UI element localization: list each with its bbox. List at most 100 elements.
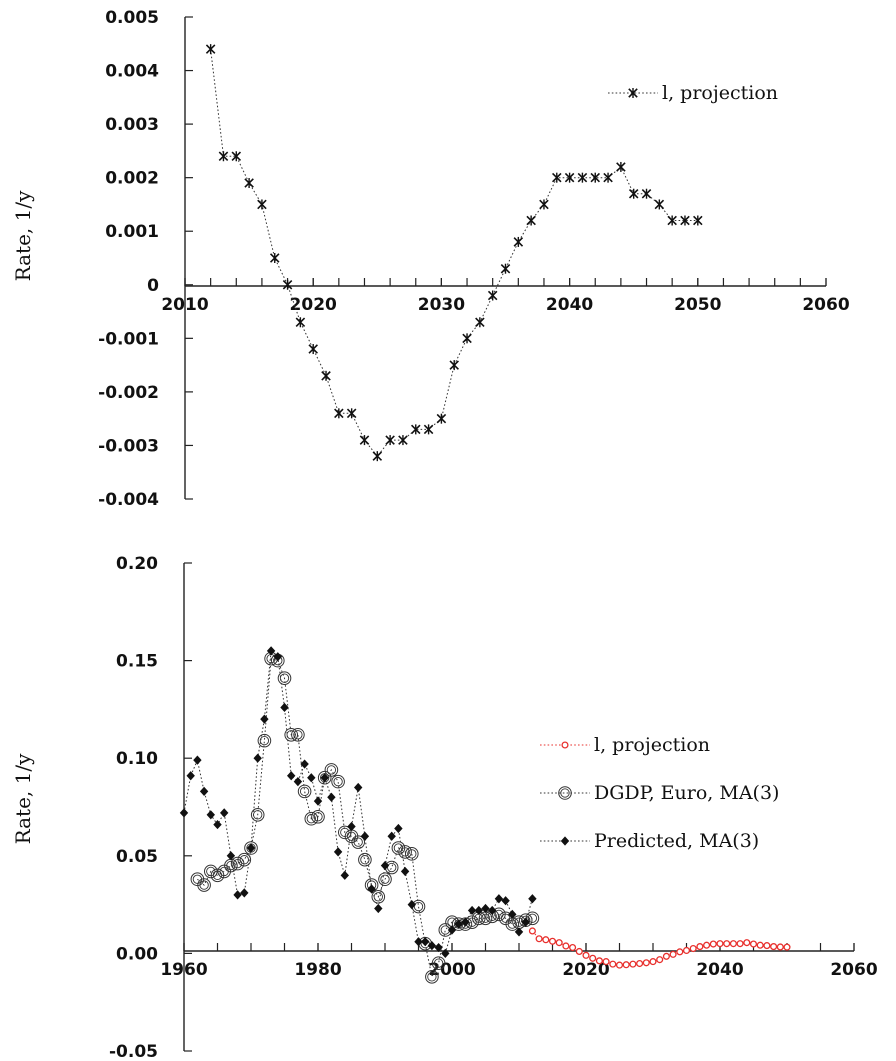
data-point bbox=[269, 253, 280, 263]
data-point bbox=[615, 961, 624, 969]
data-point bbox=[603, 172, 613, 183]
data-point bbox=[333, 847, 343, 857]
data-point bbox=[508, 909, 517, 919]
data-point bbox=[467, 905, 477, 916]
y-tick-label: 0.15 bbox=[116, 652, 158, 672]
data-point bbox=[654, 199, 665, 210]
data-point bbox=[682, 946, 691, 955]
data-point bbox=[680, 215, 690, 226]
data-point bbox=[689, 944, 697, 953]
data-point bbox=[723, 940, 731, 948]
data-point bbox=[514, 927, 524, 937]
data-point bbox=[280, 702, 289, 713]
series-line bbox=[210, 49, 698, 458]
data-point bbox=[548, 937, 557, 945]
data-point bbox=[454, 919, 463, 929]
data-point bbox=[729, 940, 737, 948]
data-point bbox=[237, 852, 252, 867]
data-point bbox=[501, 896, 510, 906]
data-point bbox=[667, 215, 677, 226]
data-point bbox=[206, 810, 215, 820]
data-point bbox=[488, 905, 497, 916]
y-tick-label: 0 bbox=[147, 276, 159, 296]
y-tick-label: -0.05 bbox=[109, 1042, 158, 1061]
data-point bbox=[434, 942, 443, 953]
data-point bbox=[246, 843, 256, 853]
data-point bbox=[564, 172, 575, 183]
data-point bbox=[441, 948, 450, 958]
data-point bbox=[528, 927, 536, 935]
y-tick-label: 0.002 bbox=[105, 169, 159, 189]
data-point bbox=[577, 172, 588, 183]
data-point bbox=[308, 344, 318, 355]
y-tick-label: 0.005 bbox=[105, 8, 159, 28]
x-tick-label: 2050 bbox=[674, 295, 721, 315]
legend-label: Predicted, MA(3) bbox=[594, 830, 759, 852]
data-point bbox=[295, 317, 306, 328]
data-point bbox=[636, 960, 644, 968]
data-point bbox=[481, 903, 490, 914]
data-point bbox=[676, 948, 684, 956]
data-point bbox=[179, 808, 189, 818]
y-tick-label: -0.001 bbox=[98, 329, 159, 349]
data-point bbox=[385, 435, 395, 446]
x-tick-label: 2000 bbox=[428, 960, 475, 980]
series-1 bbox=[190, 651, 540, 984]
data-point bbox=[240, 888, 249, 898]
data-point bbox=[260, 714, 269, 724]
x-tick-label: 2060 bbox=[802, 295, 849, 315]
data-point bbox=[398, 435, 408, 446]
data-point bbox=[763, 942, 771, 950]
data-point bbox=[414, 937, 423, 947]
data-point bbox=[374, 903, 383, 914]
data-point bbox=[656, 956, 664, 964]
data-point bbox=[400, 866, 410, 877]
data-point bbox=[622, 961, 630, 969]
data-point bbox=[273, 652, 282, 662]
x-tick-label: 2040 bbox=[696, 960, 743, 980]
data-point bbox=[569, 943, 577, 952]
data-point bbox=[193, 755, 202, 765]
data-point bbox=[770, 943, 778, 951]
data-point bbox=[425, 970, 439, 984]
data-point bbox=[311, 809, 325, 824]
data-point bbox=[431, 956, 446, 970]
legend: l, projection bbox=[608, 82, 778, 104]
data-point bbox=[562, 942, 570, 950]
legend-marker bbox=[628, 88, 638, 98]
data-point bbox=[475, 317, 485, 328]
data-point bbox=[226, 851, 236, 861]
data-point bbox=[334, 408, 344, 419]
data-point bbox=[367, 884, 376, 894]
y-axis-title: Rate, 1/y bbox=[11, 753, 35, 844]
data-point bbox=[736, 940, 744, 948]
data-point bbox=[462, 333, 472, 344]
legend: l, projection DGDP, Euro, MA(3) Predicted,… bbox=[540, 734, 779, 852]
data-point bbox=[641, 188, 652, 199]
data-point bbox=[360, 831, 370, 841]
data-point bbox=[197, 878, 211, 892]
data-point bbox=[277, 671, 292, 685]
data-point bbox=[709, 940, 717, 948]
series-line bbox=[197, 657, 533, 979]
legend-marker bbox=[558, 786, 572, 800]
data-point bbox=[378, 872, 392, 887]
data-point bbox=[257, 733, 272, 748]
x-tick-label: 2040 bbox=[546, 295, 593, 315]
x-tick-label: 2060 bbox=[830, 960, 877, 980]
data-point bbox=[535, 935, 543, 943]
y-tick-label: 0.10 bbox=[116, 749, 158, 769]
data-point bbox=[244, 178, 254, 189]
data-point bbox=[380, 860, 390, 871]
data-point bbox=[743, 939, 751, 947]
data-point bbox=[233, 890, 242, 900]
data-point bbox=[662, 952, 670, 960]
legend-marker bbox=[560, 836, 570, 846]
data-point bbox=[205, 44, 216, 55]
data-point bbox=[324, 763, 339, 777]
data-point bbox=[642, 959, 650, 967]
data-point bbox=[703, 941, 711, 949]
data-point bbox=[282, 279, 293, 290]
data-point bbox=[218, 151, 229, 162]
